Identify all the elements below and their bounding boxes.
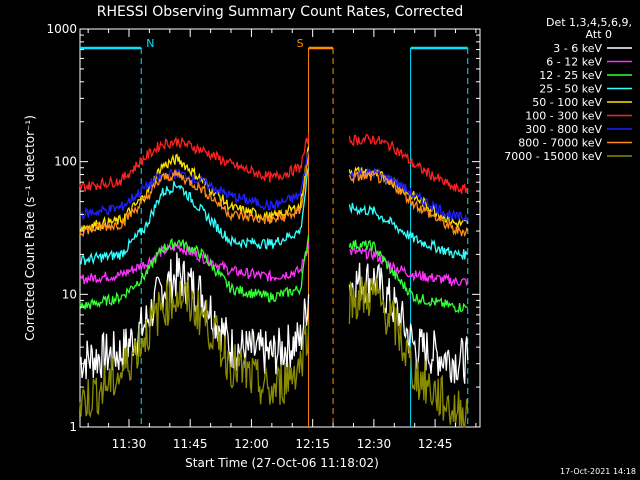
- series-line: [79, 252, 310, 380]
- series-line: [79, 150, 310, 221]
- legend-header-line-2: Att 0: [586, 28, 612, 41]
- legend-header-line-1: Det 1,3,4,5,6,9,: [546, 16, 632, 29]
- footer-date: 17-Oct-2021 14:18: [560, 467, 636, 476]
- series-line: [79, 242, 310, 285]
- series-lines: [79, 133, 469, 428]
- x-tick-label: 12:15: [295, 437, 330, 451]
- plot-frame: [79, 28, 481, 428]
- x-tick-label: 11:45: [173, 437, 208, 451]
- series-line: [348, 166, 469, 222]
- legend-entry-label: 100 - 300 keV: [525, 110, 602, 123]
- series-line: [349, 246, 469, 287]
- legend-entry-label: 6 - 12 keV: [546, 56, 602, 69]
- series-line: [79, 167, 310, 266]
- y-axis-ticks: 1 10 100 1000: [46, 22, 480, 434]
- chart-title: RHESSI Observing Summary Count Rates, Co…: [97, 4, 463, 20]
- series-line: [348, 202, 469, 260]
- series-line: [348, 239, 468, 314]
- y-tick-label: 1000: [46, 22, 77, 36]
- series-line: [348, 276, 469, 428]
- legend-entry-label: 12 - 25 keV: [539, 69, 602, 82]
- legend-entry-label: 7000 - 15000 keV: [504, 150, 602, 163]
- x-axis-ticks: 11:30 11:45 12:00 12:15 12:30 12:45: [87, 29, 477, 451]
- x-tick-label: 11:30: [112, 437, 147, 451]
- x-tick-label: 12:30: [357, 437, 392, 451]
- y-tick-label: 10: [62, 287, 77, 301]
- y-axis-label: Corrected Count Rate (s⁻¹ detector⁻¹): [23, 115, 37, 341]
- legend-entry-label: 300 - 800 keV: [525, 123, 602, 136]
- x-tick-label: 12:45: [418, 437, 453, 451]
- series-line: [79, 234, 310, 310]
- y-tick-label: 1: [69, 420, 77, 434]
- series-line: [348, 169, 469, 238]
- series-line: [79, 134, 310, 192]
- x-tick-label: 12:00: [234, 437, 269, 451]
- marker-label: N: [146, 37, 154, 50]
- x-axis-label: Start Time (27-Oct-06 11:18:02): [185, 456, 379, 470]
- legend-entry-label: 3 - 6 keV: [553, 42, 602, 55]
- series-line: [348, 133, 469, 194]
- legend-entry-label: 50 - 100 keV: [532, 96, 602, 109]
- series-line: [79, 279, 310, 419]
- legend-entry-label: 800 - 7000 keV: [518, 137, 602, 150]
- series-line: [79, 156, 310, 238]
- marker-label: S: [297, 37, 304, 50]
- legend-entry-label: 25 - 50 keV: [539, 83, 602, 96]
- y-tick-label: 100: [54, 155, 77, 169]
